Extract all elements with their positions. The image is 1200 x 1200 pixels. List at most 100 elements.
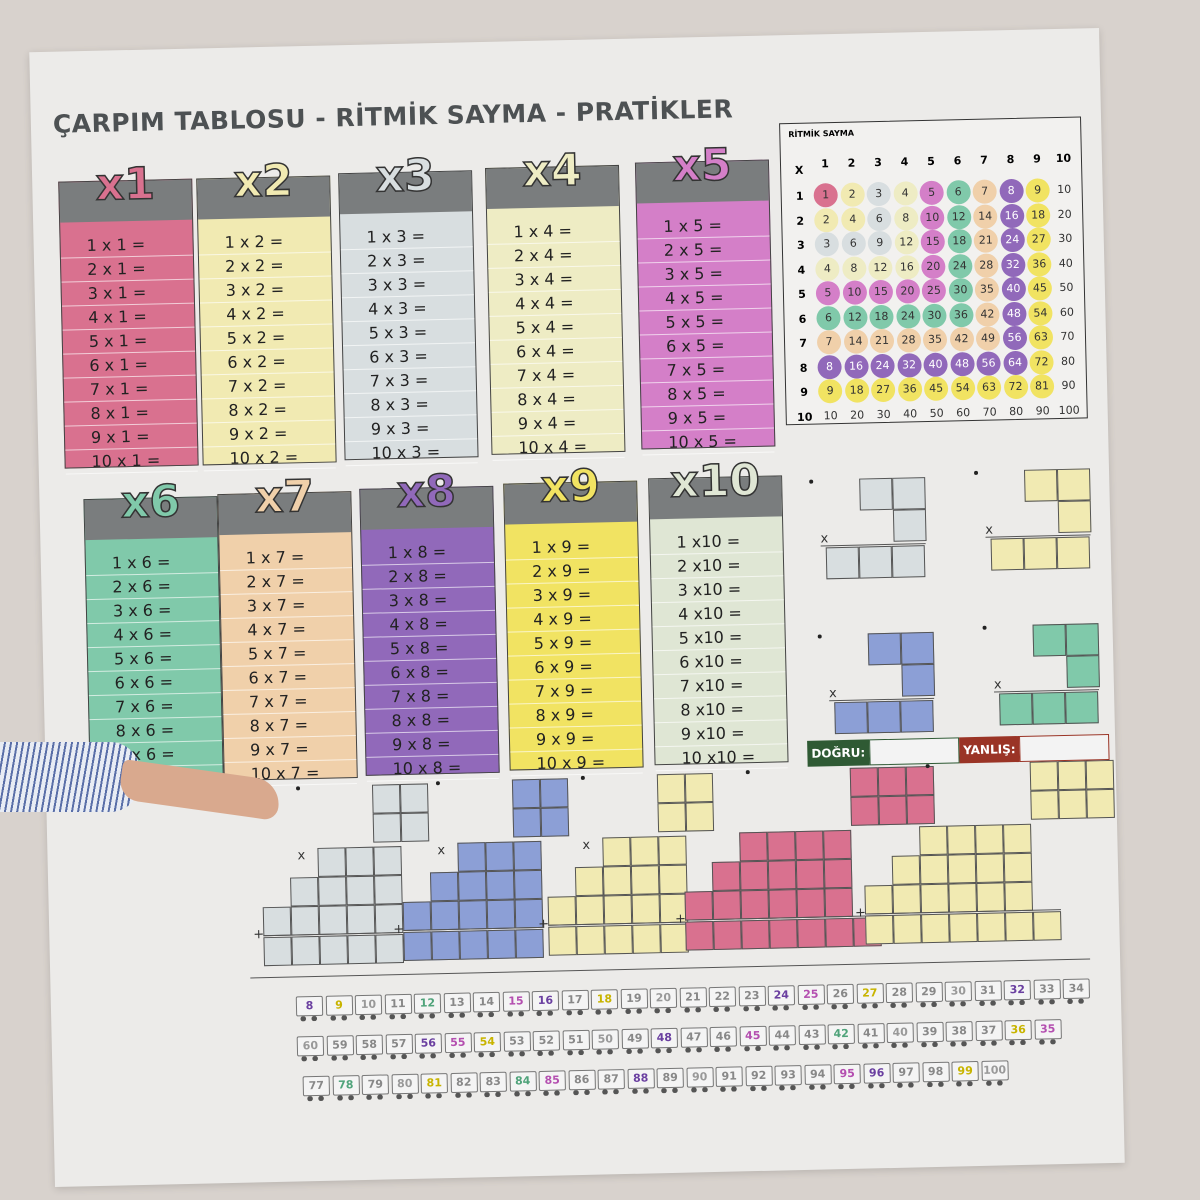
practice-cell[interactable]	[685, 801, 715, 832]
practice-cell[interactable]	[602, 836, 631, 867]
practice-cell[interactable]	[901, 663, 936, 697]
practice-cell[interactable]	[1023, 537, 1058, 570]
practice-cell[interactable]	[318, 905, 348, 935]
correct-field[interactable]	[868, 737, 960, 766]
practice-cell[interactable]	[919, 854, 949, 885]
practice-cell[interactable]	[458, 900, 488, 930]
practice-cell[interactable]	[291, 935, 321, 966]
practice-cell[interactable]	[711, 861, 741, 891]
practice-cell[interactable]	[373, 846, 403, 876]
practice-cell[interactable]	[602, 865, 632, 896]
practice-cell[interactable]	[859, 477, 893, 511]
practice-cell[interactable]	[262, 906, 292, 937]
practice-cell[interactable]	[795, 859, 825, 890]
practice-cell[interactable]	[867, 700, 901, 734]
practice-cell[interactable]	[921, 913, 950, 944]
practice-cell[interactable]	[1056, 468, 1091, 502]
practice-cell[interactable]	[741, 919, 770, 950]
practice-cell[interactable]	[515, 928, 544, 959]
practice-cell[interactable]	[485, 841, 514, 872]
practice-cell[interactable]	[1030, 790, 1059, 820]
practice-cell[interactable]	[346, 904, 376, 935]
practice-cell[interactable]	[486, 899, 516, 930]
practice-cell[interactable]	[290, 905, 320, 936]
practice-cell[interactable]	[920, 883, 950, 914]
practice-cell[interactable]	[1086, 788, 1115, 819]
practice-cell[interactable]	[834, 701, 868, 735]
practice-cell[interactable]	[948, 883, 978, 913]
practice-cell[interactable]	[891, 545, 926, 578]
wrong-field[interactable]	[1019, 733, 1110, 762]
practice-cell[interactable]	[375, 934, 405, 964]
practice-cell[interactable]	[797, 918, 826, 949]
practice-cell[interactable]	[893, 914, 922, 944]
practice-cell[interactable]	[990, 537, 1025, 571]
practice-cell[interactable]	[400, 812, 430, 843]
practice-cell[interactable]	[457, 842, 486, 872]
practice-cell[interactable]	[825, 546, 860, 580]
practice-cell[interactable]	[630, 836, 659, 866]
practice-cell[interactable]	[877, 766, 907, 797]
practice-cell[interactable]	[1003, 852, 1033, 883]
practice-cell[interactable]	[487, 929, 516, 960]
practice-cell[interactable]	[630, 865, 660, 895]
practice-cell[interactable]	[402, 901, 432, 932]
practice-cell[interactable]	[574, 866, 604, 897]
practice-cell[interactable]	[712, 890, 742, 920]
practice-cell[interactable]	[1003, 823, 1032, 854]
practice-cell[interactable]	[865, 914, 894, 945]
practice-cell[interactable]	[576, 925, 605, 956]
practice-cell[interactable]	[906, 794, 936, 825]
practice-cell[interactable]	[459, 930, 488, 960]
practice-cell[interactable]	[975, 853, 1005, 884]
practice-cell[interactable]	[263, 936, 293, 967]
practice-cell[interactable]	[512, 807, 542, 838]
practice-cell[interactable]	[374, 875, 403, 905]
practice-cell[interactable]	[657, 802, 687, 833]
practice-cell[interactable]	[1057, 500, 1092, 534]
practice-cell[interactable]	[684, 772, 714, 803]
practice-cell[interactable]	[317, 847, 347, 877]
practice-cell[interactable]	[1056, 536, 1091, 570]
practice-cell[interactable]	[949, 913, 978, 943]
practice-cell[interactable]	[796, 888, 826, 919]
practice-cell[interactable]	[824, 887, 854, 918]
practice-cell[interactable]	[658, 835, 687, 866]
practice-cell[interactable]	[575, 895, 605, 926]
practice-cell[interactable]	[878, 795, 908, 826]
practice-cell[interactable]	[1029, 761, 1059, 791]
practice-cell[interactable]	[539, 778, 569, 808]
practice-cell[interactable]	[457, 871, 487, 901]
practice-cell[interactable]	[1023, 469, 1058, 502]
practice-cell[interactable]	[977, 912, 1006, 942]
practice-cell[interactable]	[658, 864, 688, 895]
practice-cell[interactable]	[999, 692, 1033, 726]
practice-cell[interactable]	[976, 882, 1006, 913]
practice-cell[interactable]	[1032, 691, 1066, 725]
practice-cell[interactable]	[345, 846, 375, 877]
practice-cell[interactable]	[891, 855, 921, 885]
practice-cell[interactable]	[1057, 760, 1087, 791]
practice-cell[interactable]	[850, 796, 880, 826]
practice-cell[interactable]	[823, 829, 852, 860]
practice-cell[interactable]	[767, 831, 796, 861]
practice-cell[interactable]	[631, 894, 661, 924]
practice-cell[interactable]	[892, 477, 926, 510]
practice-cell[interactable]	[318, 876, 347, 906]
practice-cell[interactable]	[1058, 789, 1087, 820]
practice-cell[interactable]	[511, 778, 541, 809]
practice-cell[interactable]	[739, 831, 768, 862]
practice-cell[interactable]	[900, 631, 935, 665]
practice-cell[interactable]	[1032, 623, 1067, 657]
practice-cell[interactable]	[656, 773, 686, 804]
practice-cell[interactable]	[603, 894, 633, 925]
practice-cell[interactable]	[347, 934, 377, 965]
practice-cell[interactable]	[548, 926, 577, 956]
practice-cell[interactable]	[1065, 623, 1100, 656]
practice-cell[interactable]	[740, 889, 770, 920]
practice-cell[interactable]	[892, 509, 927, 542]
practice-cell[interactable]	[713, 920, 742, 950]
practice-cell[interactable]	[823, 858, 853, 889]
practice-cell[interactable]	[547, 896, 577, 926]
practice-cell[interactable]	[1066, 655, 1100, 688]
